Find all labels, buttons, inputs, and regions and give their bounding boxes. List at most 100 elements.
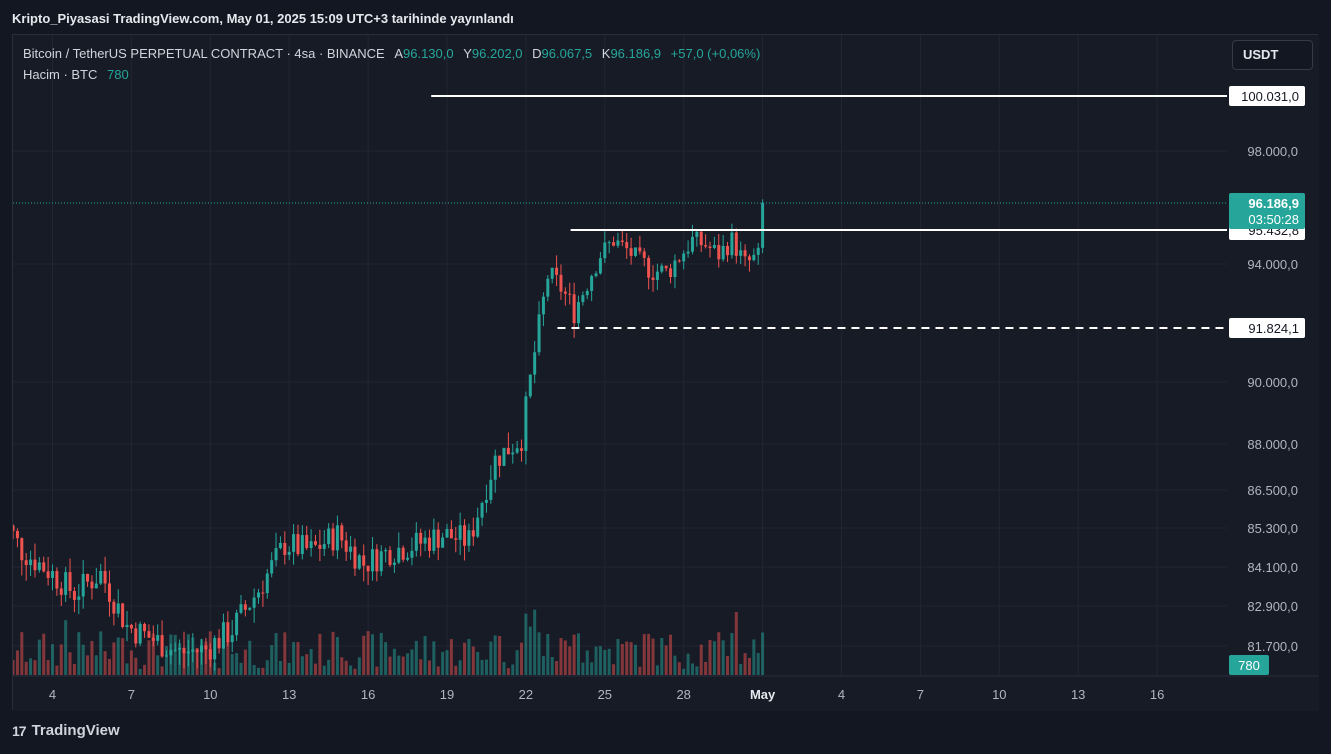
candle-body [392,562,396,565]
candle-body [739,250,743,256]
volume-bar [555,661,559,675]
candle-body [686,251,690,254]
chart-grid [13,35,1319,711]
candle-body [436,529,440,548]
candle-body [208,649,212,660]
candle-body [116,603,120,614]
candle-body [182,647,186,654]
candle-body [287,551,291,555]
volume-bar [612,664,616,675]
candle-body [366,565,370,572]
volume-bar [489,641,493,675]
candle-body [441,537,445,548]
volume-bar [55,665,59,675]
candle-body [178,647,182,650]
x-tick-label: 7 [917,687,924,702]
volume-bar [257,667,261,675]
candle-body [480,502,484,518]
chart-panel[interactable]: 4 7 10 13 16 19 22 25 28 May 4 7 10 13 16 98.000,0 94.00… [12,34,1319,711]
volume-bar [563,640,567,675]
candle-body [414,532,418,551]
volume-bar [147,640,151,675]
volume-bar [370,634,374,675]
candle-body [292,534,296,552]
volume-bar [138,668,142,675]
close-key: K [601,46,611,61]
high-value: 96.202,0 [471,46,523,61]
candle-body [300,535,304,555]
volume-bar [480,659,484,675]
candle-body [406,557,410,560]
footer-brand[interactable]: 17 TradingView [12,722,120,739]
candle-body [357,555,361,569]
candle-body [726,245,730,256]
candle-body [318,544,322,549]
volume-bar [94,655,98,675]
candle-body [581,295,585,303]
volume-bar [664,645,668,675]
candle-body [121,603,125,628]
y-tick-label: 85.300,0 [1247,521,1298,536]
volume-bar [471,646,475,675]
level-price-badge [1229,86,1305,106]
candle-body [533,352,537,375]
candle-body [138,623,142,644]
candle-body [642,251,646,258]
candle-body [243,604,247,610]
candle-body [125,624,129,628]
low-key: D [532,46,542,61]
volume-bar [327,659,331,675]
candle-body [647,257,651,278]
volume-bar [603,649,607,675]
candle-body [458,525,462,540]
candle-body [230,635,234,643]
volume-bar [498,635,502,675]
candle-body [134,628,138,644]
volume-bar [520,642,524,675]
volume-bar [528,626,532,675]
volume-bar [445,650,449,675]
candle-body [103,570,107,584]
volume-bar [51,644,54,675]
x-tick-label: 22 [519,687,533,702]
volume-badge [1229,655,1269,675]
volume-bar [436,666,440,675]
volume-bar [392,648,396,675]
symbol-label[interactable]: Bitcoin / TetherUS PERPETUAL CONTRACT · … [23,46,385,61]
volume-label[interactable]: Hacim · BTC [23,67,98,82]
candle-body [322,544,326,549]
close-value: 96.186,9 [610,46,662,61]
volume-bar [37,639,41,675]
volume-bar [314,663,317,675]
candle-body [15,530,19,539]
volume-bar [68,652,72,675]
candle-body [283,542,287,555]
volume-bar [708,639,712,675]
candle-body [616,240,620,246]
volume-bar [388,656,392,675]
currency-button[interactable]: USDT [1232,40,1313,70]
candle-body [164,655,168,657]
candle-countdown: 03:50:28 [1248,212,1299,227]
candle-body [410,550,414,558]
volume-bar [458,660,462,675]
candle-body [296,534,300,555]
volume-bar [362,635,366,675]
candle-body [463,525,467,546]
volume-bar [397,655,401,675]
x-tick-label: 28 [676,687,690,702]
candle-body [673,260,677,278]
candle-body [64,572,68,595]
candle-body [331,528,335,551]
x-tick-label: 19 [440,687,454,702]
volume-bar [467,638,471,675]
volume-bar [305,654,309,675]
open-key: A [394,46,403,61]
candle-body [704,245,708,247]
candle-body [370,549,374,572]
price-chart[interactable]: 4 7 10 13 16 19 22 25 28 May 4 7 10 13 16 98.000,0 94.00… [13,35,1319,711]
candle-body [143,623,147,632]
volume-bar [682,668,686,675]
volume-bar [502,662,506,675]
volume-bar [463,642,467,675]
